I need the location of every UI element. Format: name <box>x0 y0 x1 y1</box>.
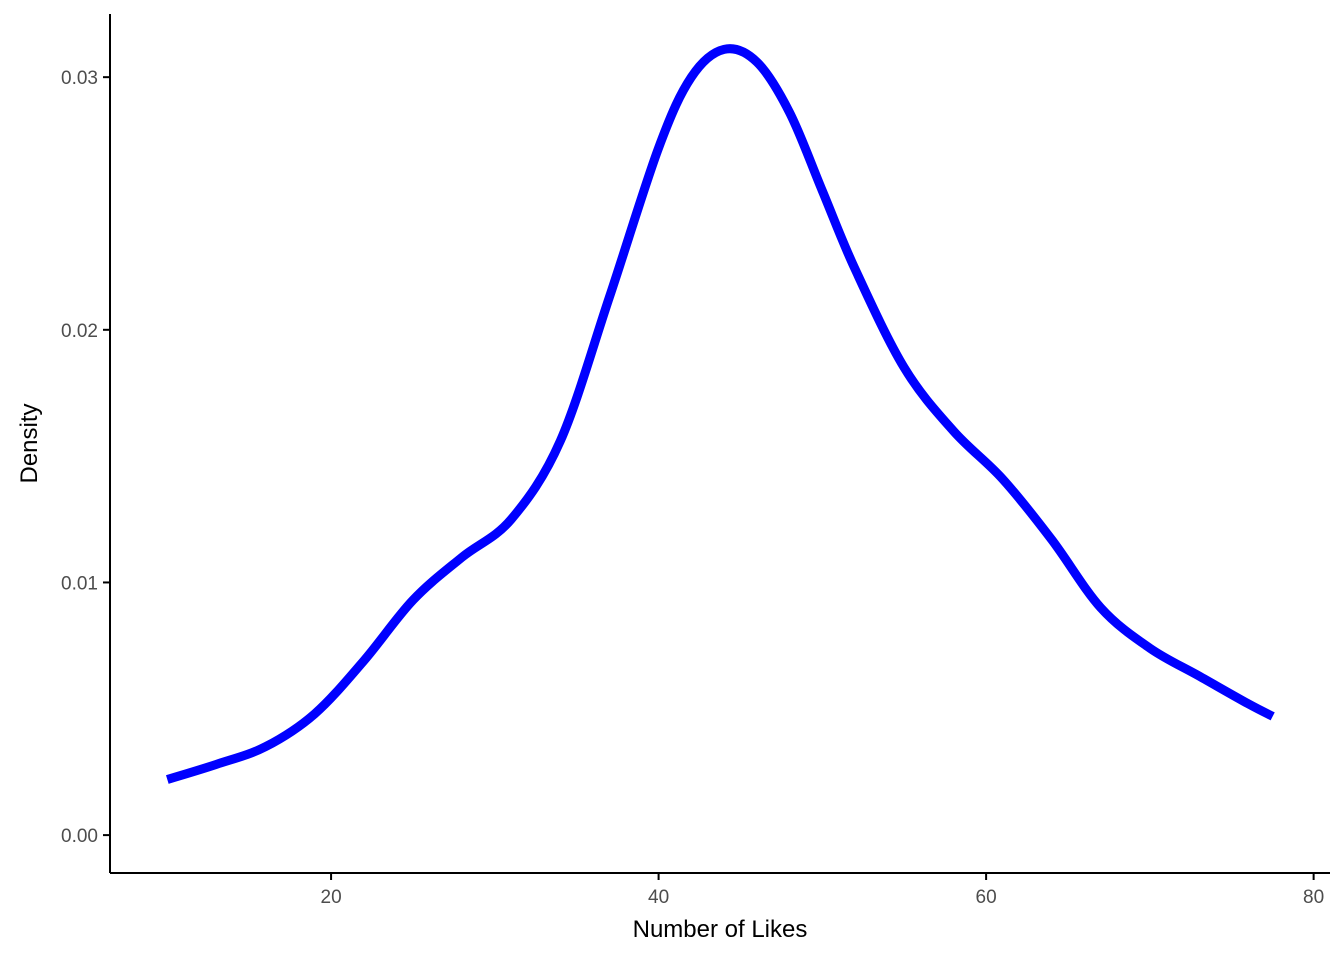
y-tick-label: 0.02 <box>61 321 98 342</box>
y-tick-label: 0.03 <box>61 68 98 89</box>
x-tick-label: 20 <box>321 887 342 908</box>
x-axis-title: Number of Likes <box>633 916 808 943</box>
x-tick-label: 60 <box>976 887 997 908</box>
plot-area <box>165 44 1275 784</box>
x-axis-ticks: 20 40 60 80 <box>321 873 1324 908</box>
x-tick-label: 40 <box>648 887 669 908</box>
y-axis-title: Density <box>16 403 43 483</box>
x-tick-label: 80 <box>1303 887 1324 908</box>
y-axis-ticks: 0.00 0.01 0.02 0.03 <box>61 68 110 847</box>
y-tick-label: 0.00 <box>61 826 98 847</box>
density-curve <box>165 44 1275 784</box>
y-tick-label: 0.01 <box>61 573 98 594</box>
